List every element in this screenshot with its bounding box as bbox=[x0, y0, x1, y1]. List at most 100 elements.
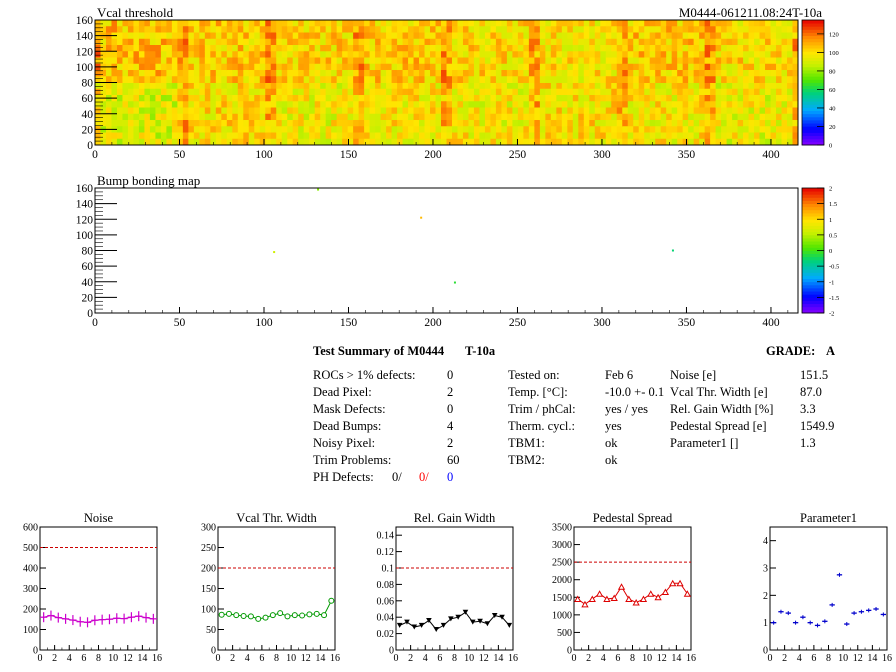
y-tick-label: 0 bbox=[567, 646, 572, 657]
colorbar-tick-label: 2 bbox=[829, 186, 832, 193]
x-tick-label: 10 bbox=[838, 653, 848, 664]
x-tick-label: 16 bbox=[686, 653, 696, 664]
colorbar-cell bbox=[802, 95, 824, 99]
x-tick-label: 14 bbox=[867, 653, 877, 664]
summary-middle-label: Temp. [°C]: bbox=[508, 385, 568, 399]
colorbar-cell bbox=[802, 222, 824, 226]
x-tick-label: 12 bbox=[301, 653, 311, 664]
colorbar-cell bbox=[802, 244, 824, 248]
x-tick-label: 10 bbox=[642, 653, 652, 664]
colorbar-cell bbox=[802, 259, 824, 264]
x-tick-label: 50 bbox=[174, 149, 186, 161]
colorbar-cell bbox=[802, 98, 824, 102]
data-point bbox=[574, 595, 582, 603]
data-point bbox=[836, 572, 843, 577]
colorbar-tick-label: 0 bbox=[829, 248, 832, 255]
data-point bbox=[105, 614, 114, 625]
colorbar-cell bbox=[802, 138, 824, 143]
data-point bbox=[588, 595, 596, 603]
y-tick-label: 100 bbox=[23, 625, 38, 636]
map-title: Bump bonding map bbox=[97, 173, 200, 188]
y-tick-label: 150 bbox=[201, 584, 216, 595]
colorbar-tick-label: -2 bbox=[829, 311, 834, 318]
x-tick-label: 4 bbox=[797, 653, 802, 664]
plot-title: Vcal Thr. Width bbox=[236, 511, 317, 525]
summary-left-label: Noisy Pixel: bbox=[313, 436, 376, 450]
colorbar-cell bbox=[802, 126, 824, 130]
colorbar-cell bbox=[802, 266, 824, 270]
y-tick-label: 50 bbox=[206, 625, 216, 636]
data-point bbox=[233, 612, 240, 619]
data-point bbox=[142, 612, 150, 623]
colorbar-cell bbox=[802, 123, 824, 127]
y-tick-label: 200 bbox=[23, 605, 38, 616]
colorbar-cell bbox=[802, 206, 824, 211]
summary-left-label: Dead Bumps: bbox=[313, 419, 382, 433]
x-tick-label: 14 bbox=[315, 653, 325, 664]
colorbar-cell bbox=[802, 54, 824, 58]
colorbar-tick-label: 0.5 bbox=[829, 232, 837, 239]
plot-frame bbox=[573, 526, 692, 651]
data-point bbox=[404, 619, 410, 625]
summary-middle-value: ok bbox=[605, 453, 618, 467]
colorbar-cell bbox=[802, 306, 824, 311]
colorbar-cell bbox=[802, 32, 824, 37]
y-tick-label: 80 bbox=[82, 246, 94, 258]
colorbar-cell bbox=[802, 294, 824, 298]
y-tick-label: 20 bbox=[82, 124, 94, 136]
x-tick-label: 12 bbox=[657, 653, 667, 664]
colorbar-cell bbox=[802, 76, 824, 80]
colorbar-cell bbox=[802, 26, 824, 30]
x-tick-label: 8 bbox=[96, 653, 101, 664]
x-tick-label: 6 bbox=[615, 653, 620, 664]
data-point bbox=[683, 590, 691, 597]
colorbar-cell bbox=[802, 284, 824, 289]
data-point bbox=[411, 624, 418, 630]
data-point bbox=[247, 613, 254, 620]
y-tick-label: 40 bbox=[82, 277, 94, 289]
summary-right-label: Vcal Thr. Width [e] bbox=[670, 385, 768, 399]
colorbar-tick-label: -0.5 bbox=[829, 264, 839, 271]
y-tick-label: 0.02 bbox=[377, 629, 395, 640]
colorbar-cell bbox=[802, 191, 824, 195]
y-tick-label: 3500 bbox=[552, 523, 572, 534]
data-point bbox=[98, 614, 106, 625]
plot-frame bbox=[217, 526, 336, 651]
y-tick-label: 0 bbox=[87, 140, 93, 152]
colorbar-cell bbox=[802, 200, 824, 205]
plot-title: Noise bbox=[84, 511, 114, 525]
x-tick-label: 300 bbox=[593, 317, 611, 329]
colorbar-frame bbox=[801, 19, 825, 146]
summary-right-value: 1549.9 bbox=[800, 419, 835, 433]
colorbar-cell bbox=[802, 57, 824, 62]
ph-defects-value-2: 0/ bbox=[419, 470, 429, 484]
colorbar-tick-label: 40 bbox=[829, 105, 836, 112]
data-point bbox=[313, 610, 320, 617]
data-point bbox=[792, 620, 799, 625]
summary-left-value: 0 bbox=[447, 368, 454, 382]
colorbar-tick-label: 20 bbox=[829, 124, 836, 131]
x-tick-label: 2 bbox=[230, 653, 235, 664]
data-point bbox=[277, 610, 284, 617]
colorbar-cell bbox=[802, 35, 824, 40]
data-point bbox=[255, 615, 262, 622]
plot-frame bbox=[39, 526, 158, 651]
colorbar-cell bbox=[802, 256, 824, 261]
data-point bbox=[639, 595, 648, 603]
summary-middle-label: TBM2: bbox=[508, 453, 545, 467]
x-tick-label: 8 bbox=[274, 653, 279, 664]
colorbar-cell bbox=[802, 228, 824, 233]
colorbar-cell bbox=[802, 23, 824, 27]
y-tick-label: 120 bbox=[76, 46, 94, 58]
colorbar-cell bbox=[802, 253, 824, 258]
x-tick-label: 250 bbox=[509, 317, 527, 329]
colorbar-cell bbox=[802, 38, 824, 43]
colorbar-cell bbox=[802, 188, 824, 192]
colorbar-cell bbox=[802, 51, 824, 55]
data-point bbox=[632, 599, 640, 606]
data-point bbox=[462, 609, 469, 615]
data-point bbox=[822, 619, 828, 624]
data-point bbox=[149, 613, 157, 624]
